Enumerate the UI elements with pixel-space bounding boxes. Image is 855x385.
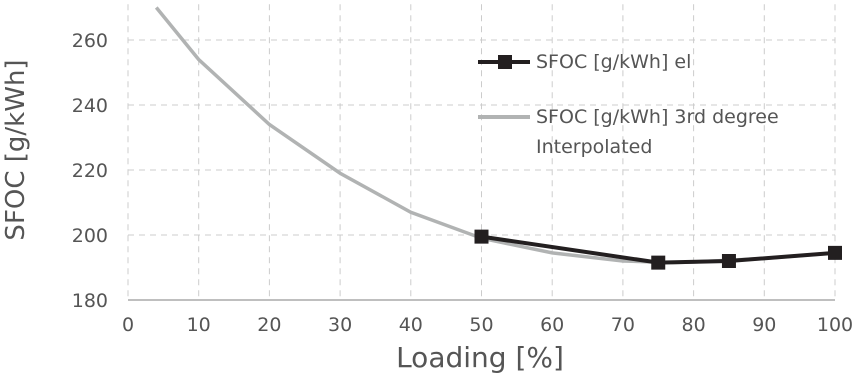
y-tick-label: 180 xyxy=(72,290,108,312)
legend-item: SFOC [g/kWh] 3rd degree Interpolated xyxy=(478,102,836,162)
x-tick-label: 80 xyxy=(682,314,706,336)
x-tick-label: 50 xyxy=(469,314,493,336)
x-tick-label: 70 xyxy=(611,314,635,336)
legend-label: SFOC [g/kWh] 3rd degree Interpolated xyxy=(536,106,779,158)
x-axis-label: Loading [%] xyxy=(396,341,564,374)
series-line xyxy=(481,234,835,265)
marker xyxy=(828,245,842,260)
legend-label: SFOC [g/kWh] el xyxy=(536,51,692,73)
legend-swatch xyxy=(478,115,530,119)
y-axis-label: SFOC [g/kWh] xyxy=(1,59,31,240)
x-tick-label: 40 xyxy=(399,314,423,336)
y-tick-label: 200 xyxy=(72,225,108,247)
y-tick-label: 220 xyxy=(72,160,108,182)
marker xyxy=(651,255,666,270)
x-tick-label: 30 xyxy=(328,314,352,336)
x-tick-label: 90 xyxy=(752,314,776,336)
x-tick-label: 20 xyxy=(257,314,281,336)
legend-marker xyxy=(498,55,512,69)
x-tick-label: 0 xyxy=(122,314,134,336)
x-tick-label: 60 xyxy=(540,314,564,336)
legend-item: SFOC [g/kWh] el xyxy=(478,47,836,77)
x-tick-label: 100 xyxy=(817,314,853,336)
x-tick-label: 10 xyxy=(187,314,211,336)
y-tick-label: 240 xyxy=(72,95,108,117)
marker xyxy=(721,254,736,268)
legend-swatch xyxy=(478,55,530,69)
y-tick-label: 260 xyxy=(72,30,108,52)
marker xyxy=(474,229,489,244)
